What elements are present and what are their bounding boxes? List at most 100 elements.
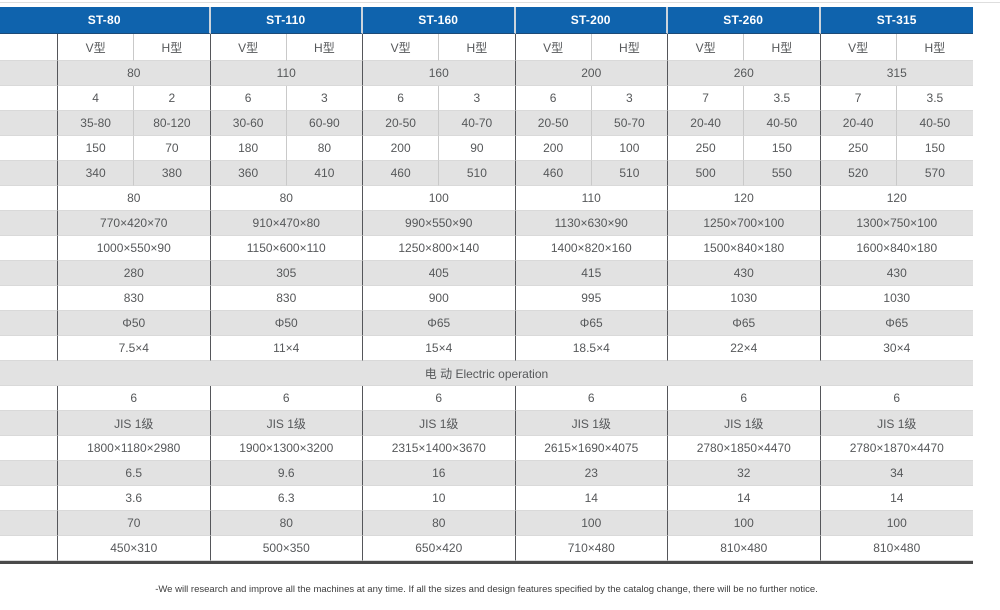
value-cell: 810×480 bbox=[668, 536, 821, 561]
row-label-cell bbox=[0, 236, 58, 261]
value-cell: 910×470×80 bbox=[210, 211, 363, 236]
value-cell: 6 bbox=[515, 386, 668, 411]
subheader-v-cell: V型 bbox=[210, 34, 287, 61]
value-cell: 22×4 bbox=[668, 336, 821, 361]
value-cell: 6 bbox=[668, 386, 821, 411]
value-cell: 6.3 bbox=[210, 486, 363, 511]
value-cell: JIS 1级 bbox=[363, 411, 516, 436]
table-row: 电 动 Electric operation bbox=[0, 361, 973, 386]
value-cell: 18.5×4 bbox=[515, 336, 668, 361]
value-cell-v: 250 bbox=[668, 136, 745, 161]
value-cell-v: 200 bbox=[515, 136, 592, 161]
value-cell: Φ65 bbox=[668, 311, 821, 336]
table-row: 1800×1180×2980 1900×1300×3200 2315×1400×36… bbox=[0, 436, 973, 461]
value-cell-v: 4 bbox=[58, 86, 135, 111]
value-cell: 10 bbox=[363, 486, 516, 511]
table-row: 6.5 9.6 16 23 32 34 bbox=[0, 461, 973, 486]
value-cell-v: 340 bbox=[58, 161, 135, 186]
value-cell: Φ50 bbox=[210, 311, 363, 336]
value-cell: 14 bbox=[820, 486, 973, 511]
value-cell: 450×310 bbox=[58, 536, 211, 561]
value-cell: 7.5×4 bbox=[58, 336, 211, 361]
row-label-cell bbox=[0, 461, 58, 486]
value-cell: 110 bbox=[515, 186, 668, 211]
value-cell: 280 bbox=[58, 261, 211, 286]
value-cell: 1030 bbox=[820, 286, 973, 311]
value-cell: 9.6 bbox=[210, 461, 363, 486]
value-cell: 23 bbox=[515, 461, 668, 486]
value-cell: 405 bbox=[363, 261, 516, 286]
spec-table-body: V型 H型 V型 H型 V型 H型 V型 H型 V型 H型 V型 H型 80 110 160 200 260 31… bbox=[0, 34, 973, 561]
table-row: 80 80 100 110 120 120 bbox=[0, 186, 973, 211]
value-cell: 2780×1850×4470 bbox=[668, 436, 821, 461]
value-cell-h: 70 bbox=[134, 136, 211, 161]
value-cell-h: 380 bbox=[134, 161, 211, 186]
value-cell: 80 bbox=[58, 186, 211, 211]
value-cell: Φ65 bbox=[363, 311, 516, 336]
subheader-v-cell: V型 bbox=[668, 34, 745, 61]
model-header-row: ST-80 ST-110 ST-160 ST-200 ST-260 ST-315 bbox=[0, 7, 973, 34]
value-cell: 810×480 bbox=[820, 536, 973, 561]
value-cell-h: 50-70 bbox=[591, 111, 668, 136]
value-cell: 1500×840×180 bbox=[668, 236, 821, 261]
value-cell: 100 bbox=[820, 511, 973, 536]
subheader-h-cell: H型 bbox=[439, 34, 516, 61]
model-header-st-315: ST-315 bbox=[820, 7, 973, 34]
fullspan-cell: 电 动 Electric operation bbox=[0, 361, 973, 386]
machine-spec-table: ST-80 ST-110 ST-160 ST-200 ST-260 ST-315 V型 H型… bbox=[0, 7, 973, 564]
value-cell-h: 150 bbox=[744, 136, 821, 161]
value-cell: 120 bbox=[820, 186, 973, 211]
value-cell: 80 bbox=[210, 186, 363, 211]
value-cell-h: 3.5 bbox=[744, 86, 821, 111]
value-cell: 1150×600×110 bbox=[210, 236, 363, 261]
row-label-cell bbox=[0, 311, 58, 336]
value-cell-h: 510 bbox=[439, 161, 516, 186]
value-cell-v: 460 bbox=[363, 161, 440, 186]
value-cell-h: 3 bbox=[439, 86, 516, 111]
value-cell-v: 7 bbox=[668, 86, 745, 111]
value-cell-v: 6 bbox=[363, 86, 440, 111]
value-cell: Φ65 bbox=[515, 311, 668, 336]
model-header-st-260: ST-260 bbox=[668, 7, 821, 34]
value-cell: 1130×630×90 bbox=[515, 211, 668, 236]
value-cell: 34 bbox=[820, 461, 973, 486]
value-cell-v: 35-80 bbox=[58, 111, 135, 136]
table-row: 150 70 180 80 200 90 200 100 250 150 250 150 bbox=[0, 136, 973, 161]
value-cell: 6 bbox=[363, 386, 516, 411]
value-cell: 995 bbox=[515, 286, 668, 311]
table-row: 7.5×4 11×4 15×4 18.5×4 22×4 30×4 bbox=[0, 336, 973, 361]
value-cell: Φ65 bbox=[820, 311, 973, 336]
value-cell: 80 bbox=[210, 511, 363, 536]
value-cell: 1900×1300×3200 bbox=[210, 436, 363, 461]
value-cell: 415 bbox=[515, 261, 668, 286]
value-cell: 6.5 bbox=[58, 461, 211, 486]
value-cell-v: 20-50 bbox=[515, 111, 592, 136]
value-cell-h: 2 bbox=[134, 86, 211, 111]
row-label-cell bbox=[0, 286, 58, 311]
page-top-divider bbox=[0, 2, 1000, 3]
value-cell: 2780×1870×4470 bbox=[820, 436, 973, 461]
row-label-cell bbox=[0, 486, 58, 511]
table-row: 830 830 900 995 1030 1030 bbox=[0, 286, 973, 311]
value-cell: 710×480 bbox=[515, 536, 668, 561]
row-label-cell bbox=[0, 86, 58, 111]
subheader-h-cell: H型 bbox=[896, 34, 973, 61]
row-label-cell bbox=[0, 536, 58, 561]
value-cell: 120 bbox=[668, 186, 821, 211]
value-cell: JIS 1级 bbox=[668, 411, 821, 436]
value-cell-v: 20-40 bbox=[668, 111, 745, 136]
row-label-cell bbox=[0, 261, 58, 286]
value-cell-v: 20-40 bbox=[820, 111, 897, 136]
row-label-cell bbox=[0, 34, 58, 61]
value-cell: JIS 1级 bbox=[515, 411, 668, 436]
table-row: JIS 1级 JIS 1级 JIS 1级 JIS 1级 JIS 1级 JIS 1级 bbox=[0, 411, 973, 436]
value-cell: 14 bbox=[668, 486, 821, 511]
value-cell: 1300×750×100 bbox=[820, 211, 973, 236]
value-cell-v: 7 bbox=[820, 86, 897, 111]
value-cell: JIS 1级 bbox=[210, 411, 363, 436]
value-cell: 200 bbox=[515, 61, 668, 86]
value-cell-h: 60-90 bbox=[286, 111, 363, 136]
value-cell: 11×4 bbox=[210, 336, 363, 361]
